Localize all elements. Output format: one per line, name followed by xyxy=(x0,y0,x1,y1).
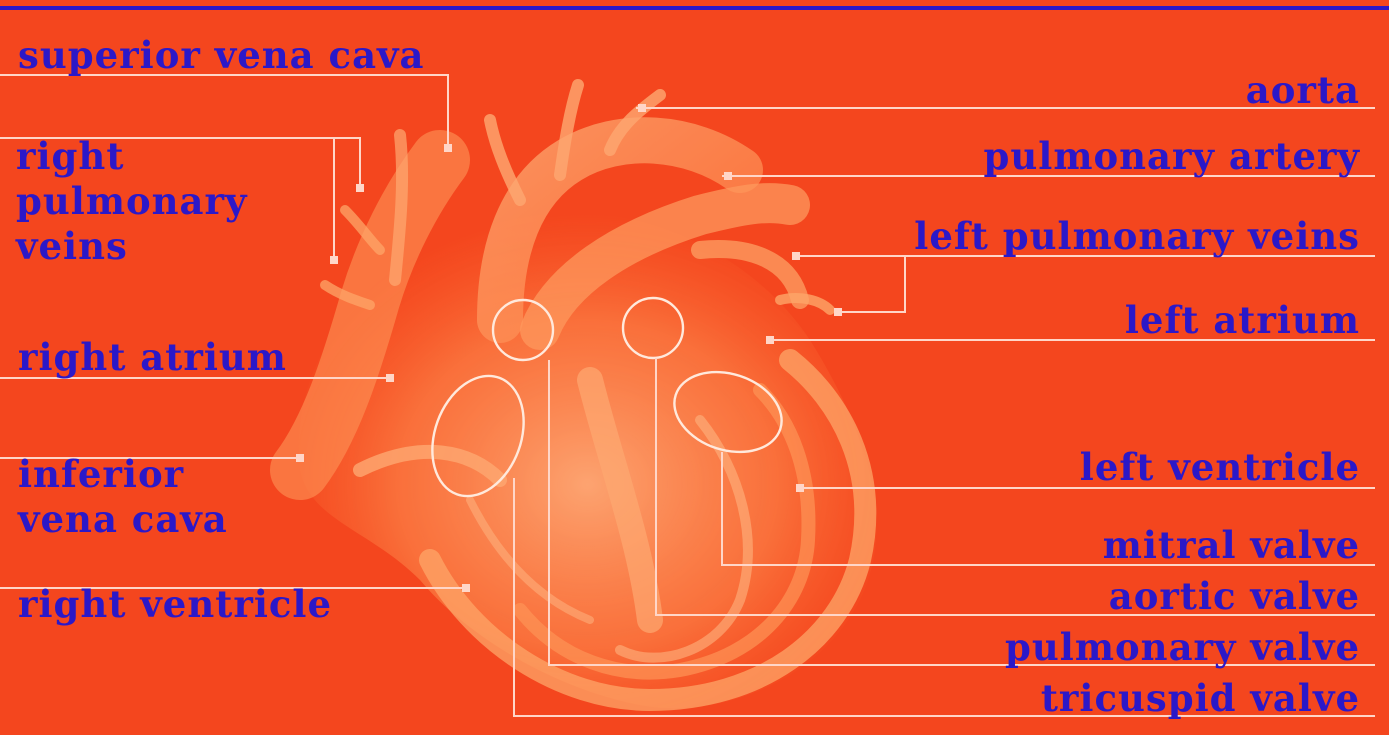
label-left-atrium: left atrium xyxy=(1124,298,1360,342)
heart-shape xyxy=(270,79,877,712)
tick-marker xyxy=(296,454,304,462)
label-superior-vena-cava: superior vena cava xyxy=(18,33,425,77)
label-right-pulmonary-veins: right pulmonary veins xyxy=(16,134,248,268)
label-left-pulmonary-veins: left pulmonary veins xyxy=(914,214,1360,258)
label-aorta: aorta xyxy=(1245,68,1360,112)
label-mitral-valve: mitral valve xyxy=(1102,523,1360,567)
tick-marker xyxy=(444,144,452,152)
tick-marker xyxy=(356,184,364,192)
label-right-atrium: right atrium xyxy=(18,335,287,379)
label-pulmonary-artery: pulmonary artery xyxy=(983,134,1360,178)
tick-marker xyxy=(766,336,774,344)
mitral-valve-marker xyxy=(673,370,783,454)
tricuspid-valve-marker xyxy=(431,374,525,498)
tick-marker xyxy=(792,252,800,260)
label-tricuspid-valve: tricuspid valve xyxy=(1040,676,1360,720)
tick-marker xyxy=(330,256,338,264)
label-left-ventricle: left ventricle xyxy=(1079,445,1360,489)
aortic-valve-marker xyxy=(621,296,685,360)
label-inferior-vena-cava: inferior vena cava xyxy=(18,452,228,541)
label-aortic-valve: aortic valve xyxy=(1108,574,1360,618)
tick-marker xyxy=(638,104,646,112)
tick-marker xyxy=(386,374,394,382)
tick-marker xyxy=(462,584,470,592)
tick-marker xyxy=(834,308,842,316)
top-rule xyxy=(0,6,1389,10)
pulmonary-valve-marker xyxy=(491,298,555,362)
label-pulmonary-valve: pulmonary valve xyxy=(1005,625,1360,669)
label-right-ventricle: right ventricle xyxy=(18,582,332,626)
tick-marker xyxy=(724,172,732,180)
tick-marker xyxy=(796,484,804,492)
leader-lines xyxy=(0,74,1375,717)
